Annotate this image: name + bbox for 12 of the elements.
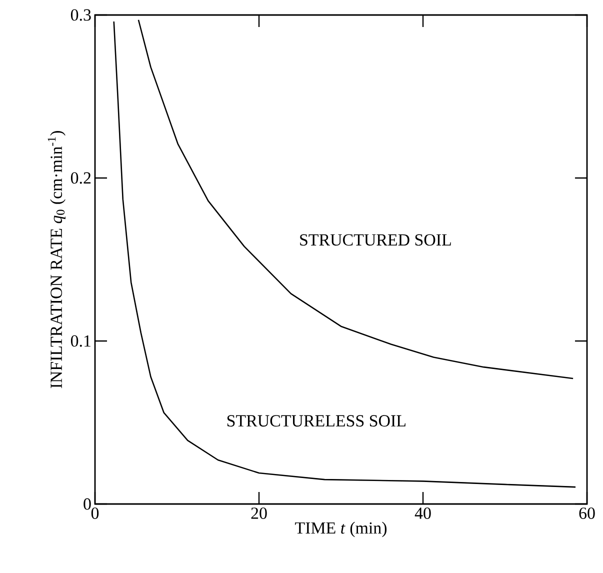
series-label: STRUCTURELESS SOIL [227, 415, 406, 427]
x-tick-label: 20 [251, 508, 267, 519]
x-axis-title: TIME t (min) [295, 522, 387, 538]
x-tick-label: 0 [91, 508, 99, 519]
y-axis-title: INFILTRATION RATE q$_{0}$ (cm·min$^{-1}$) [48, 131, 66, 388]
x-tick-label: 40 [414, 508, 431, 519]
y-tick-label: 0.2 [70, 172, 91, 184]
y-tick-label: 0 [84, 498, 91, 510]
y-tick-label: 0.1 [70, 335, 90, 347]
y-tick-label: 0.3 [70, 9, 91, 21]
x-tick-label: 60 [579, 508, 595, 519]
text: STRUCTURED SOIL [300, 234, 451, 246]
